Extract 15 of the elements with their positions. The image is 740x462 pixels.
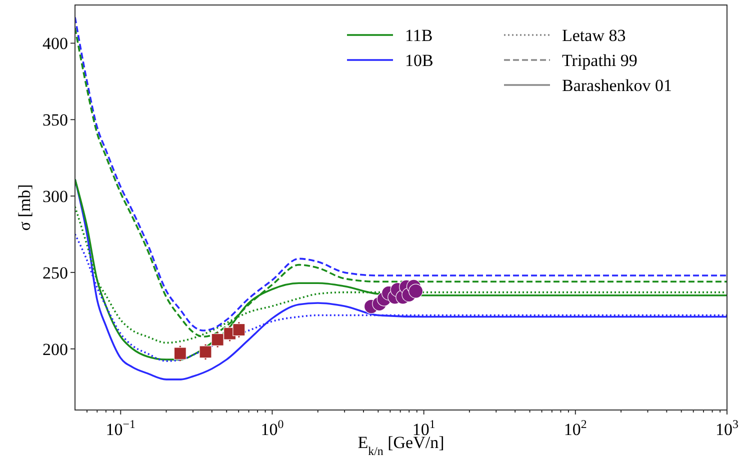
x-tick-label: 10$^{−1}$ [106,417,136,439]
legend-label: Letaw 83 [562,26,626,45]
legend-label: 10B [405,51,434,70]
y-tick-label: 200 [42,340,68,359]
legend-label: 11B [405,26,433,45]
x-tick-label: 10$^{0}$ [260,417,284,439]
y-tick-label: 400 [42,34,68,54]
y-tick-label: 250 [42,263,68,282]
legend-label: Tripathi 99 [562,51,638,70]
y-axis-title: σ [mb] [15,184,34,231]
legend-label: Barashenkov 01 [562,76,672,95]
y-tick-label: 300 [42,187,68,206]
y-tick-label: 350 [42,110,68,130]
x-tick-label: 10$^{2}$ [564,417,587,439]
x-tick-label: 10$^{3}$ [716,417,739,439]
